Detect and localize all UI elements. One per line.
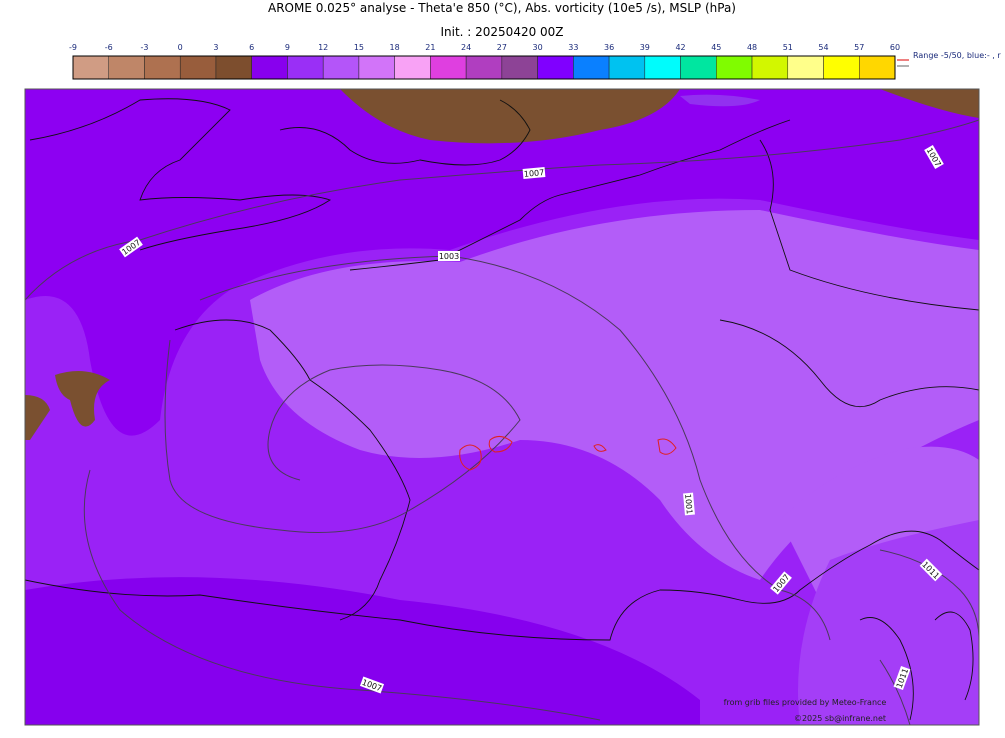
coastlines — [25, 98, 979, 721]
colorbar-swatch — [823, 55, 860, 80]
colorbar-swatch — [251, 55, 288, 80]
colorbar-tick-label: 27 — [497, 43, 507, 52]
colorbar-tick-label: 18 — [390, 43, 400, 52]
colorbar-tick-label: 60 — [890, 43, 900, 52]
colorbar-frame — [72, 55, 896, 80]
colorbar-swatch — [537, 55, 574, 80]
colorbar-swatch — [680, 55, 717, 80]
range-note: Range -5/50, blue:- , r — [913, 51, 1001, 60]
colorbar-tick-label: 21 — [425, 43, 435, 52]
init-time: Init. : 20250420 00Z — [440, 25, 563, 39]
colorbar-tick-label: 57 — [854, 43, 864, 52]
title: AROME 0.025° analyse - Theta'e 850 (°C),… — [268, 1, 736, 15]
isobar-label-bg — [924, 144, 944, 170]
isobar-label-bg — [770, 571, 792, 595]
colorbar-tick-label: 54 — [818, 43, 828, 52]
colorbar-swatch — [501, 55, 538, 80]
colorbar-tick-label: 39 — [640, 43, 650, 52]
cold-region — [340, 89, 680, 144]
map-frame — [24, 88, 980, 726]
colorbar-swatch — [108, 55, 145, 80]
colorbar-swatch — [215, 55, 252, 80]
colorbar-swatch — [358, 55, 395, 80]
colorbar-swatch — [573, 55, 610, 80]
colorbar-tick-label: 42 — [675, 43, 685, 52]
vorticity-contours — [459, 436, 677, 471]
colorbar-tick-label: 3 — [213, 43, 218, 52]
cold-region — [55, 371, 110, 427]
colorbar-tick-label: 48 — [747, 43, 757, 52]
isobar-label: 1007 — [522, 167, 546, 179]
field-region — [25, 577, 700, 725]
source-credit: from grib files provided by Meteo-France — [724, 698, 887, 707]
isobar-label-text: 1003 — [439, 252, 459, 261]
colorbar-swatch — [72, 55, 109, 80]
copyright: ©2025 sb@infrane.net — [794, 714, 886, 723]
isobar-label-bg — [119, 236, 143, 258]
colorbar-swatch — [751, 55, 789, 80]
colorbar-swatch — [179, 55, 217, 80]
colorbar-swatch — [465, 55, 503, 80]
isobar-label-bg — [359, 676, 385, 694]
colorbar-swatch — [144, 55, 181, 80]
colorbar-tick-label: 45 — [711, 43, 721, 52]
isobar-label: 1003 — [438, 251, 460, 261]
colorbar-tick-label: -3 — [140, 43, 148, 52]
isobar-label-bg — [438, 251, 460, 261]
cold-region — [880, 89, 979, 118]
colorbar-tick-label: 30 — [533, 43, 543, 52]
colorbar-tick-label: -9 — [69, 43, 77, 52]
colorbar-tick-label: 0 — [178, 43, 183, 52]
colorbar-swatch — [716, 55, 753, 80]
colorbar-tick-label: 12 — [318, 43, 328, 52]
field-region — [250, 210, 979, 580]
isobar-label-text: 1001 — [683, 494, 694, 515]
field-region — [680, 94, 760, 107]
colorbar-tick-label: -6 — [105, 43, 113, 52]
colorbar-tick-label: 9 — [285, 43, 290, 52]
colorbar-swatch — [430, 55, 467, 80]
colorbar-tick-label: 33 — [568, 43, 578, 52]
colorbar-swatch — [787, 55, 824, 80]
colorbar-swatch — [394, 55, 431, 80]
isobar-label-bg — [893, 665, 911, 691]
colorbar-swatch — [287, 55, 324, 80]
isobar-label-bg — [683, 492, 695, 516]
colorbar-tick-label: 15 — [354, 43, 364, 52]
colorbar-swatch — [859, 55, 896, 80]
colorbar-swatch — [322, 55, 360, 80]
isobar-label-text: 1007 — [524, 168, 545, 179]
colorbar-tick-label: 36 — [604, 43, 614, 52]
colorbar-tick-label: 51 — [783, 43, 793, 52]
isobar-label-bg — [919, 558, 943, 582]
colorbar-tick-label: 24 — [461, 43, 471, 52]
colorbar-tick-label: 6 — [249, 43, 254, 52]
colorbar-swatch — [644, 55, 681, 80]
isobar-label: 1001 — [683, 492, 695, 516]
isobar-label-bg — [522, 167, 546, 179]
colorbar: -9 -6 -3 0 3 6 9 12 15 18 21 24 27 30 33 36 39 42 45 48 51 54… — [69, 43, 900, 80]
colorbar-swatch — [608, 55, 646, 80]
cold-region — [25, 395, 50, 440]
